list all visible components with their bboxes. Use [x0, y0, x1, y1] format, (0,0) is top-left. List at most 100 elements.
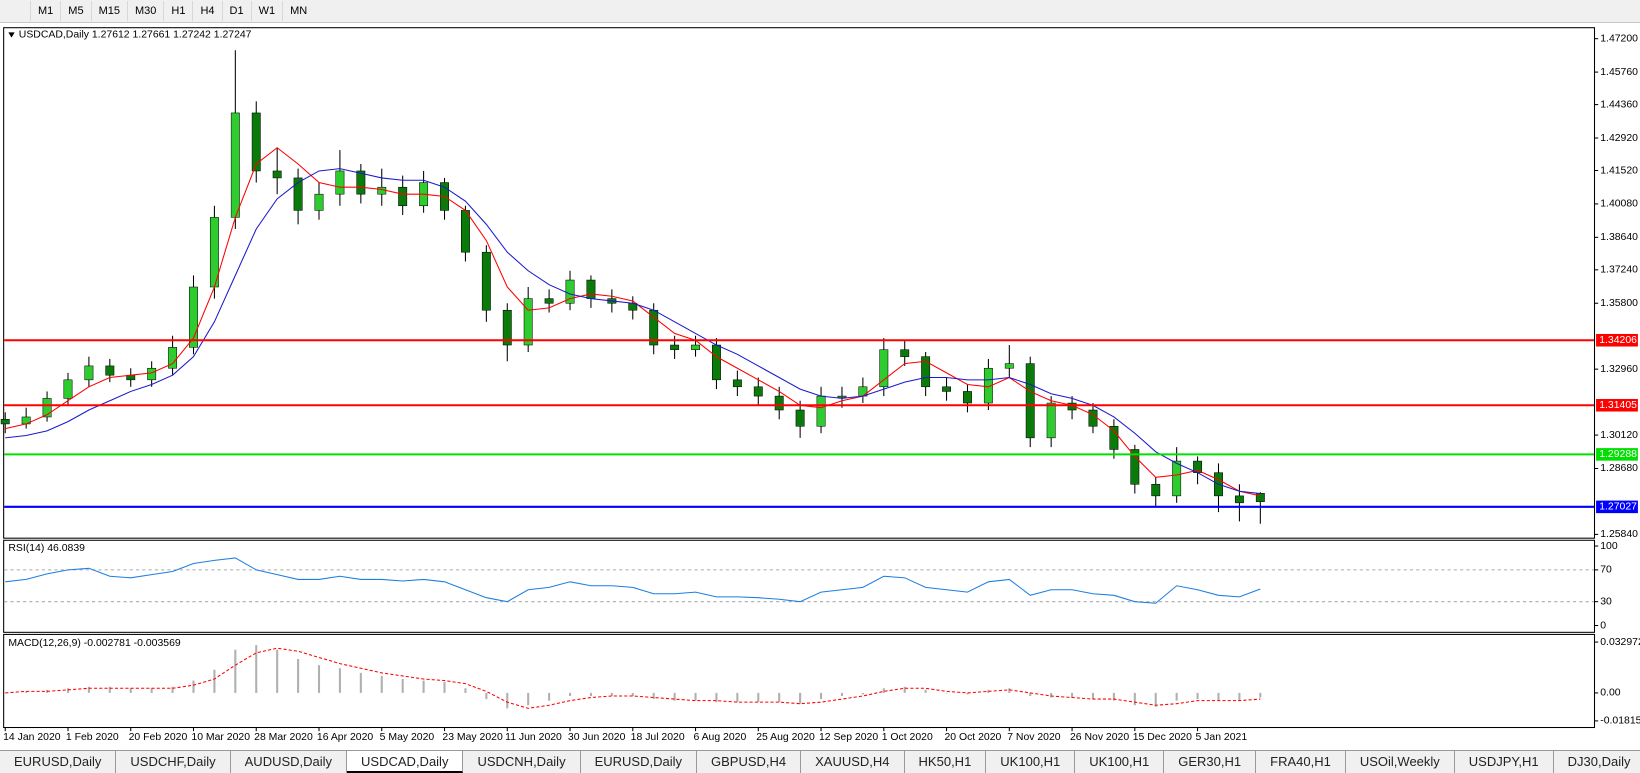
rsi-line: [5, 557, 1261, 604]
period-button[interactable]: M15: [90, 1, 127, 21]
signal-line: [5, 647, 1261, 709]
macd-bar: [1196, 692, 1199, 700]
candle-body: [732, 379, 742, 388]
x-tick-label: 1 Oct 2020: [882, 732, 933, 743]
x-tick-label: 20 Feb 2020: [129, 732, 188, 743]
candle-body: [691, 344, 700, 350]
macd-bar: [903, 686, 906, 693]
chart-tab[interactable]: GBPUSD,H4: [697, 751, 802, 773]
candle-body: [1151, 484, 1161, 497]
candle-body: [105, 365, 115, 376]
candle-body: [774, 395, 784, 411]
candle-body: [189, 286, 198, 348]
macd-bar: [25, 691, 28, 693]
macd-bar: [1133, 692, 1136, 706]
macd-bar: [4, 692, 7, 694]
chart-tab[interactable]: USDCHF,Daily: [116, 751, 231, 773]
period-button[interactable]: M1: [30, 1, 60, 21]
candle-body: [900, 349, 910, 357]
macd-bar: [443, 682, 446, 693]
y-tick-label: 30: [1600, 596, 1612, 607]
candle-body: [356, 170, 366, 195]
macd-bar: [548, 692, 551, 701]
macd-bar: [150, 688, 153, 693]
x-tick-label: 5 May 2020: [380, 732, 435, 743]
chart-tab[interactable]: FRA40,H1: [1256, 751, 1346, 773]
chart-tab[interactable]: GER30,H1: [1164, 751, 1257, 773]
chart-tab[interactable]: USOil,Weekly: [1346, 751, 1455, 773]
chart-tab[interactable]: DJ30,Daily: [1554, 751, 1640, 773]
macd-bar: [568, 692, 572, 696]
macd-bar: [694, 692, 697, 701]
x-tick-label: 26 Nov 2020: [1070, 732, 1129, 743]
candle-body: [1130, 449, 1140, 485]
macd-bar: [234, 649, 237, 693]
x-tick-label: 1 Feb 2020: [66, 732, 119, 743]
candle-body: [272, 170, 282, 179]
period-button[interactable]: D1: [221, 1, 251, 21]
macd-bar: [652, 692, 655, 700]
period-button[interactable]: M30: [126, 1, 163, 21]
period-button[interactable]: H4: [192, 1, 221, 21]
candle-body: [293, 177, 303, 211]
macd-bar: [840, 692, 844, 696]
candle-body: [1067, 402, 1077, 411]
candle-body: [523, 298, 533, 346]
candle-body: [1004, 363, 1014, 369]
y-tick-label: 1.32960: [1600, 364, 1638, 375]
macd-bar: [589, 692, 592, 696]
macd-bar: [882, 688, 885, 693]
macd-bar: [527, 692, 530, 706]
macd-bar: [1091, 692, 1095, 700]
x-tick-label: 16 Apr 2020: [317, 732, 373, 743]
macd-bar: [276, 649, 279, 693]
chart-tab[interactable]: XAUUSD,H4: [801, 751, 905, 773]
chart-tab[interactable]: EURUSD,Daily: [581, 751, 697, 773]
candle-body: [314, 193, 324, 211]
moving-average: [5, 147, 1261, 497]
candle-body: [963, 391, 972, 404]
macd-bar: [757, 692, 760, 703]
period-button[interactable]: W1: [250, 1, 283, 21]
y-tick-label: 100: [1600, 541, 1618, 552]
candle-body: [1109, 425, 1119, 450]
x-tick-label: 6 Aug 2020: [693, 732, 746, 743]
period-button[interactable]: H1: [163, 1, 192, 21]
level-label: 1.27027: [1599, 502, 1637, 513]
macd-bar: [924, 689, 927, 693]
y-tick-label: -0.018154: [1600, 716, 1640, 727]
period-button[interactable]: M5: [60, 1, 90, 21]
chart-tab[interactable]: UK100,H1: [986, 751, 1076, 773]
macd-bar: [799, 692, 802, 704]
candle-body: [84, 365, 94, 381]
chart-tab[interactable]: HK50,H1: [905, 751, 987, 773]
macd-bar: [736, 692, 739, 703]
x-tick-label: 12 Sep 2020: [819, 732, 878, 743]
chart-tab[interactable]: USDCNH,Daily: [463, 751, 581, 773]
macd-bar: [171, 686, 174, 693]
candle-body: [837, 395, 847, 398]
chart-tab[interactable]: USDCAD,Daily: [347, 751, 464, 773]
candle-body: [230, 112, 240, 218]
chart-tab[interactable]: EURUSD,Daily: [0, 751, 117, 773]
y-tick-label: 1.47200: [1600, 33, 1638, 44]
chart-tab[interactable]: AUDUSD,Daily: [231, 751, 348, 773]
candle-body: [983, 367, 993, 404]
x-tick-label: 20 Oct 2020: [944, 732, 1001, 743]
macd-bar: [66, 688, 70, 693]
macd-bar: [213, 669, 216, 693]
x-tick-label: 10 Mar 2020: [191, 732, 250, 743]
candle-body: [251, 112, 261, 172]
macd-bar: [317, 665, 321, 693]
candle-body: [712, 344, 721, 381]
chart-tab[interactable]: UK100,H1: [1075, 751, 1165, 773]
chart-tab[interactable]: USDJPY,H1: [1455, 751, 1554, 773]
x-tick-label: 23 May 2020: [442, 732, 503, 743]
period-button[interactable]: MN: [282, 1, 314, 21]
moving-average: [5, 168, 1261, 495]
macd-bar: [485, 692, 488, 700]
y-tick-label: 0.00: [1600, 688, 1621, 699]
macd-bar: [1154, 692, 1157, 707]
y-tick-label: 1.30120: [1600, 430, 1638, 441]
collapse-icon: [8, 32, 15, 38]
